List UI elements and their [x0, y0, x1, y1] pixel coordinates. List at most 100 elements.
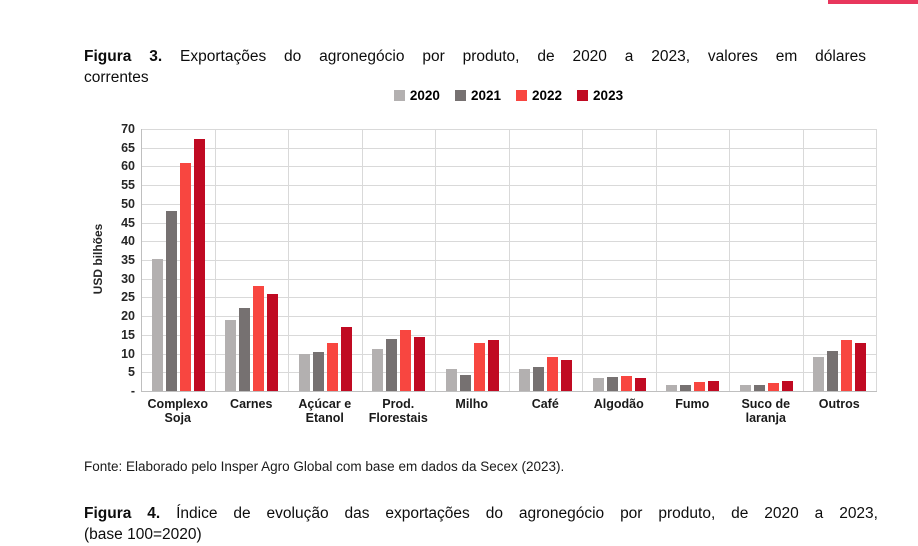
bar-2021 [386, 338, 398, 391]
category-column [289, 129, 363, 391]
bar-2020 [519, 369, 531, 391]
legend-item-2022: 2022 [516, 88, 562, 103]
figura3-caption-line1: Figura 3. Exportações do agronegócio por… [84, 46, 866, 68]
bar-2021 [606, 377, 618, 391]
bar-2023 [634, 377, 646, 391]
bar-2021 [165, 211, 177, 391]
y-tick-label: 35 [121, 253, 135, 267]
x-axis-labels: Complexo Soja Carnes Açúcar e Etanol Prod. … [141, 397, 876, 425]
y-tick-label: 5 [128, 365, 135, 380]
category-column [583, 129, 657, 391]
gridline-horizontal [142, 278, 877, 280]
bar-2021 [680, 385, 692, 391]
y-tick-label: 40 [121, 234, 135, 249]
legend-swatch-icon [577, 90, 589, 101]
y-tick-label: 30 [121, 271, 135, 286]
y-tick-label: 45 [121, 215, 135, 230]
gridline-horizontal [142, 147, 877, 149]
bar-2020 [445, 368, 457, 391]
bar-2023 [561, 359, 573, 391]
y-tick-label: 25 [121, 290, 135, 305]
gridline-horizontal [142, 372, 877, 374]
bar-2023 [193, 139, 205, 391]
bar-2020 [151, 258, 163, 391]
legend-swatch-icon [516, 90, 527, 101]
y-tick-label: 60 [121, 159, 135, 174]
bar-2022 [841, 340, 853, 391]
legend-label: 2023 [593, 88, 624, 103]
y-tick-label: 70 [121, 122, 135, 136]
y-tick-label: 20 [121, 309, 135, 324]
figura4-label: Figura 4. [84, 504, 161, 522]
y-tick-label: 10 [121, 346, 135, 361]
bar-2022 [547, 356, 559, 391]
bar-2022 [400, 329, 412, 391]
figura4-caption-line1: Figura 4. Índice de evolução das exporta… [84, 503, 878, 525]
x-axis-label: Algodão [593, 397, 644, 411]
y-tick-label: 65 [121, 140, 135, 155]
bar-2022 [620, 376, 632, 391]
figura3-label: Figura 3. [84, 47, 163, 65]
bar-2022 [253, 286, 265, 391]
bar-2020 [739, 385, 751, 391]
gridline-horizontal [142, 222, 877, 224]
x-axis-label: Fumo [675, 397, 710, 411]
gridline-horizontal [142, 203, 877, 205]
source-note: Fonte: Elaborado pelo Insper Agro Global… [84, 458, 565, 474]
gridline-horizontal [142, 129, 877, 130]
bar-2022 [473, 343, 485, 391]
bar-2021 [459, 375, 471, 391]
figura4-caption: Figura 4. Índice de evolução das exporta… [84, 503, 878, 546]
figura4-caption-line2: (base 100=2020) [84, 526, 202, 543]
bar-2020 [298, 353, 310, 391]
x-axis-label: Carnes [230, 397, 273, 411]
bar-2023 [781, 380, 793, 391]
category-column [510, 129, 583, 391]
gridline-horizontal [142, 260, 877, 261]
figura3-caption-line2: correntes [84, 69, 149, 86]
bar-2023 [855, 342, 867, 391]
gridline-horizontal [142, 297, 877, 299]
y-tick-label: 15 [121, 327, 135, 342]
bar-2020 [813, 357, 825, 391]
bar-2021 [239, 307, 251, 391]
bar-2022 [326, 342, 338, 391]
legend-label: 2022 [532, 88, 563, 103]
figura3-title-text: Exportações do agronegócio por produto, … [180, 47, 866, 65]
gridline-horizontal [142, 241, 877, 243]
bar-2022 [179, 162, 191, 391]
bar-2021 [827, 350, 839, 391]
category-column [657, 129, 730, 391]
bar-2020 [372, 348, 384, 391]
bar-2021 [533, 367, 545, 391]
legend-item-2020: 2020 [393, 88, 440, 103]
gridline-horizontal [142, 316, 877, 318]
gridline-horizontal [142, 185, 877, 187]
bar-2023 [414, 336, 426, 391]
x-axis-label: Milho [455, 397, 489, 411]
gridline-horizontal [142, 166, 877, 168]
x-axis-label: Café [531, 397, 559, 411]
category-column [216, 129, 289, 391]
gridline-horizontal [142, 353, 877, 355]
y-tick-label: - [130, 384, 135, 398]
category-column [804, 129, 877, 391]
figura4-title-text: Índice de evolução das exportações do ag… [176, 504, 878, 522]
top-accent-bar [828, 0, 918, 4]
legend-item-2021: 2021 [454, 88, 501, 103]
bar-2023 [487, 339, 499, 391]
x-axis-label: Outros [818, 397, 860, 411]
chart-legend: 2020 2021 2022 2023 [141, 88, 876, 103]
bar-2022 [694, 382, 706, 391]
category-column [142, 129, 216, 391]
x-axis-label: Açúcar e Etanol [298, 397, 352, 425]
bar-2020 [592, 377, 604, 391]
bar-2020 [225, 320, 237, 391]
category-column [730, 129, 804, 391]
y-tick-label: 50 [121, 196, 135, 211]
figura3-caption: Figura 3. Exportações do agronegócio por… [84, 46, 866, 89]
bar-2022 [767, 382, 779, 391]
bar-2023 [267, 293, 279, 391]
bar-2023 [708, 380, 720, 391]
gridline-horizontal [142, 334, 877, 336]
